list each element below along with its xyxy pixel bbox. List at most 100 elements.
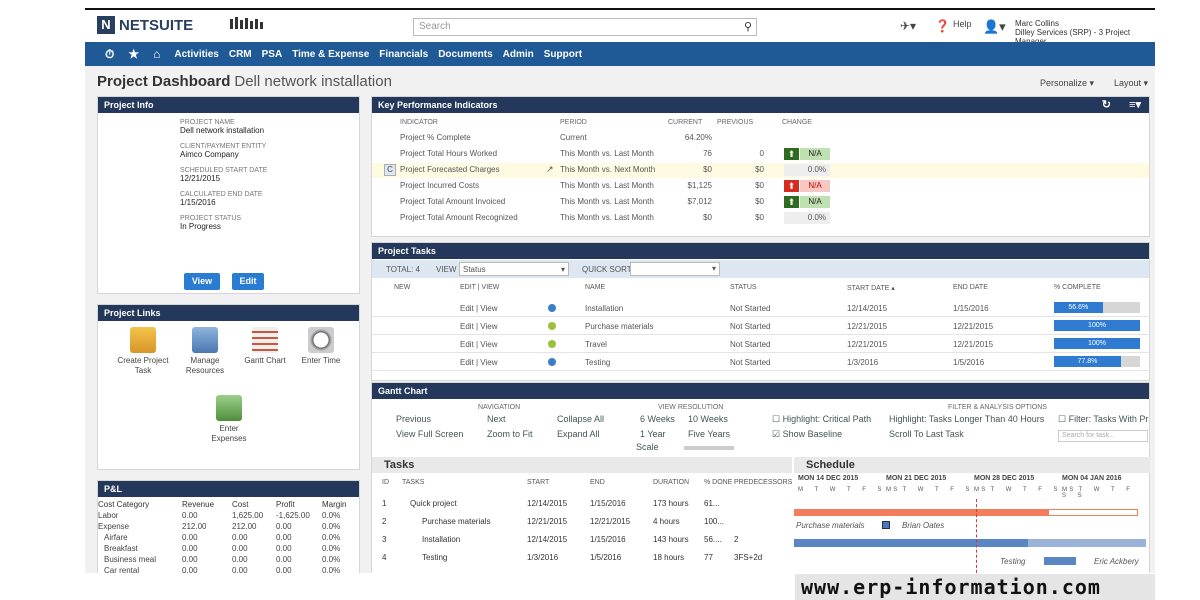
expand-all-link[interactable]: Expand All [557, 429, 600, 439]
portlet-header: Project Tasks [372, 243, 1149, 259]
favorites-icon[interactable]: ★ [128, 47, 140, 61]
nav-admin[interactable]: Admin [502, 48, 534, 60]
gantt-cell: 1/3/2016 [527, 553, 559, 562]
project-name: Dell network installation [180, 126, 265, 135]
pl-cell: 0.00 [182, 511, 198, 520]
gantt-task-name[interactable]: Quick project [410, 499, 457, 508]
nav-time-expense[interactable]: Time & Expense [292, 48, 370, 60]
critical-path-checkbox[interactable]: ☐ Highlight: Critical Path [772, 414, 872, 424]
gantt-cell: 18 hours [653, 553, 685, 562]
tasks-col-header: START DATE ▴ [847, 285, 895, 292]
gantt-cell: 2 [382, 517, 387, 526]
search-icon[interactable]: ⚲ [743, 21, 752, 33]
milestone-purchase[interactable] [882, 521, 890, 529]
gantt-task-name[interactable]: Installation [422, 535, 461, 544]
scroll-last-task-link[interactable]: Scroll To Last Task [889, 429, 964, 439]
nav-activities[interactable]: Activities [174, 48, 219, 60]
edit-button[interactable]: Edit [232, 273, 264, 290]
highlight-long-tasks-link[interactable]: Highlight: Tasks Longer Than 40 Hours [889, 414, 1045, 424]
global-search-input[interactable]: Search ⚲ [413, 18, 757, 36]
help-icon[interactable]: ❓ [935, 19, 950, 33]
collapse-all-link[interactable]: Collapse All [557, 414, 605, 424]
recent-icon[interactable]: ⏱ [105, 46, 115, 61]
view-select[interactable]: Status ▾ [459, 262, 569, 276]
filter-checkbox[interactable]: ☐ Filter: Tasks With Pr [1058, 414, 1149, 424]
task-name[interactable]: Installation [585, 304, 624, 313]
gantt-task-name[interactable]: Purchase materials [422, 517, 491, 526]
personalize-menu[interactable]: Personalize ▾ [1040, 78, 1095, 88]
res-6-weeks[interactable]: 6 Weeks [640, 414, 675, 424]
nav-financials[interactable]: Financials [379, 48, 429, 60]
status-dot-icon [548, 340, 556, 348]
status-dot-icon [548, 322, 556, 330]
nav-support[interactable]: Support [543, 48, 583, 60]
kpi-indicator[interactable]: Project Total Amount Recognized [400, 213, 518, 222]
pl-cell: 0.00 [182, 566, 198, 573]
kpi-indicator[interactable]: Project Total Hours Worked [400, 149, 498, 158]
task-name[interactable]: Travel [585, 340, 607, 349]
bar-testing[interactable] [1044, 557, 1076, 565]
shortcuts-icon[interactable]: ✈▾ [900, 19, 917, 33]
enter-expenses-link[interactable]: Enter Expenses [204, 395, 254, 444]
bar-installation[interactable] [794, 539, 1028, 547]
scale-slider[interactable] [684, 446, 734, 450]
menu-icon[interactable]: ≡▾ [1129, 99, 1141, 111]
pl-cell: Labor [98, 511, 119, 520]
table-row [372, 335, 1149, 353]
kpi-indicator[interactable]: Project Forecasted Charges [400, 165, 500, 174]
client-entity: Aimco Company [180, 150, 239, 159]
edit-view-link[interactable]: Edit | View [460, 358, 498, 367]
home-icon[interactable]: ⌂ [153, 47, 161, 61]
task-search-input[interactable]: Search for task... [1058, 430, 1148, 442]
pl-col-header: Cost [232, 500, 249, 509]
view-button[interactable]: View [184, 273, 220, 290]
arrow-up-icon: ⬆ [784, 196, 799, 208]
nav-documents[interactable]: Documents [438, 48, 493, 60]
kpi-current: $0 [703, 165, 712, 174]
task-name[interactable]: Testing [585, 358, 611, 367]
task-name[interactable]: Purchase materials [585, 322, 654, 331]
kpi-indicator[interactable]: Project Incurred Costs [400, 181, 480, 190]
manage-resources-link[interactable]: Manage Resources [180, 327, 230, 376]
user-menu[interactable]: Marc Collins Dilley Services (SRP) - 3 Pr… [1015, 19, 1131, 46]
show-baseline-checkbox[interactable]: ☑ Show Baseline [772, 429, 843, 439]
kpi-period: This Month vs. Last Month [560, 213, 654, 222]
layout-menu[interactable]: Layout ▾ [1114, 78, 1149, 88]
view-full-screen-link[interactable]: View Full Screen [396, 429, 464, 439]
nav-psa[interactable]: PSA [261, 48, 283, 60]
next-link[interactable]: Next [487, 414, 506, 424]
gantt-task-name[interactable]: Testing [422, 553, 448, 562]
quick-sort-select[interactable]: ▾ [630, 262, 720, 276]
pl-cell: 0.0% [322, 522, 341, 531]
res-10-weeks[interactable]: 10 Weeks [688, 414, 728, 424]
kpi-period: This Month vs. Next Month [560, 165, 656, 174]
netsuite-logo[interactable]: N NETSUITE [97, 16, 193, 34]
edit-view-link[interactable]: Edit | View [460, 340, 498, 349]
pl-cell: Expense [98, 522, 130, 531]
gantt-col-header: TASKS [402, 479, 425, 486]
nav-crm[interactable]: CRM [228, 48, 252, 60]
bar-quick-project[interactable] [794, 509, 1048, 516]
enter-time-link[interactable]: Enter Time [296, 327, 346, 366]
gantt-chart-link[interactable]: Gantt Chart [240, 327, 290, 366]
task-clipboard-icon [130, 327, 156, 353]
week-label: MON 14 DEC 2015 [798, 475, 859, 482]
edit-view-link[interactable]: Edit | View [460, 304, 498, 313]
kpi-compare-icon[interactable]: C [384, 164, 396, 176]
user-avatar-icon[interactable]: 👤▾ [983, 19, 1006, 34]
res-five-years[interactable]: Five Years [688, 429, 731, 439]
previous-link[interactable]: Previous [396, 414, 432, 424]
help-link[interactable]: Help [953, 19, 972, 29]
zoom-to-fit-link[interactable]: Zoom to Fit [487, 429, 533, 439]
res-1-year[interactable]: 1 Year [640, 429, 666, 439]
kpi-period: This Month vs. Last Month [560, 197, 654, 206]
refresh-icon[interactable]: ↻ [1101, 99, 1111, 111]
arrow-up-icon: ⬆ [784, 148, 799, 160]
create-task-link[interactable]: Create Project Task [116, 327, 170, 376]
gantt-cell: 12/21/2015 [590, 517, 631, 526]
kpi-indicator[interactable]: Project % Complete [400, 133, 471, 142]
table-row [372, 317, 1149, 335]
chart-icon[interactable]: ↗ [546, 164, 554, 174]
kpi-indicator[interactable]: Project Total Amount Invoiced [400, 197, 506, 206]
edit-view-link[interactable]: Edit | View [460, 322, 498, 331]
